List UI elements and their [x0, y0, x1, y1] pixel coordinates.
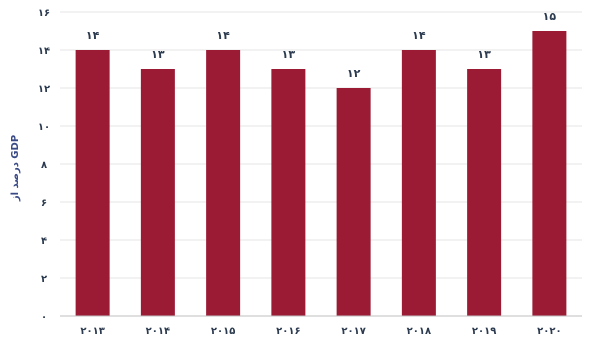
- x-tick-label: ۲۰۱۷: [341, 326, 365, 337]
- x-tick-label: ۲۰۱۳: [80, 326, 104, 337]
- y-tick-label: ۰: [41, 312, 47, 323]
- y-tick-label: ۲: [41, 274, 47, 285]
- x-tick-labels: ۲۰۱۳ ۲۰۱۴ ۲۰۱۵ ۲۰۱۶ ۲۰۱۷ ۲۰۱۸ ۲۰۱۹ ۲۰۲۰: [80, 326, 561, 337]
- y-tick-label: ۴: [41, 236, 47, 247]
- x-tick-label: ۲۰۱۵: [211, 326, 235, 337]
- bar: [532, 31, 567, 316]
- data-label: ۱۴: [412, 29, 426, 42]
- data-label: ۱۲: [347, 67, 361, 80]
- data-label: ۱۵: [543, 10, 557, 23]
- data-label: ۱۴: [216, 29, 230, 42]
- bars: [75, 31, 567, 316]
- bar: [271, 69, 306, 316]
- data-label: ۱۳: [477, 48, 491, 61]
- gridlines: [60, 11, 582, 279]
- y-tick-label: ۱۲: [38, 84, 50, 95]
- x-tick-label: ۲۰۱۴: [146, 326, 170, 337]
- y-tick-labels: ۰ ۲ ۴ ۶ ۸ ۱۰ ۱۲ ۱۴ ۱۶: [38, 8, 50, 323]
- x-tick-label: ۲۰۱۹: [472, 326, 496, 337]
- bar: [206, 50, 241, 316]
- bar: [140, 69, 175, 316]
- data-label: ۱۳: [282, 48, 296, 61]
- bar: [75, 50, 110, 316]
- bar: [467, 69, 502, 316]
- y-tick-label: ۶: [41, 198, 47, 209]
- x-tick-label: ۲۰۱۶: [276, 326, 300, 337]
- y-axis-label: درصد از GDP: [10, 135, 21, 202]
- y-tick-label: ۱۰: [38, 122, 50, 133]
- data-label: ۱۳: [151, 48, 165, 61]
- y-tick-label: ۸: [41, 160, 47, 171]
- x-tick-label: ۲۰۱۸: [407, 326, 431, 337]
- bar: [336, 88, 371, 316]
- data-labels: ۱۴ ۱۳ ۱۴ ۱۳ ۱۲ ۱۴ ۱۳ ۱۵: [86, 10, 556, 80]
- x-tick-label: ۲۰۲۰: [537, 326, 561, 337]
- y-tick-label: ۱۶: [38, 8, 50, 19]
- bar: [401, 50, 436, 316]
- data-label: ۱۴: [86, 29, 100, 42]
- y-tick-label: ۱۴: [38, 46, 50, 57]
